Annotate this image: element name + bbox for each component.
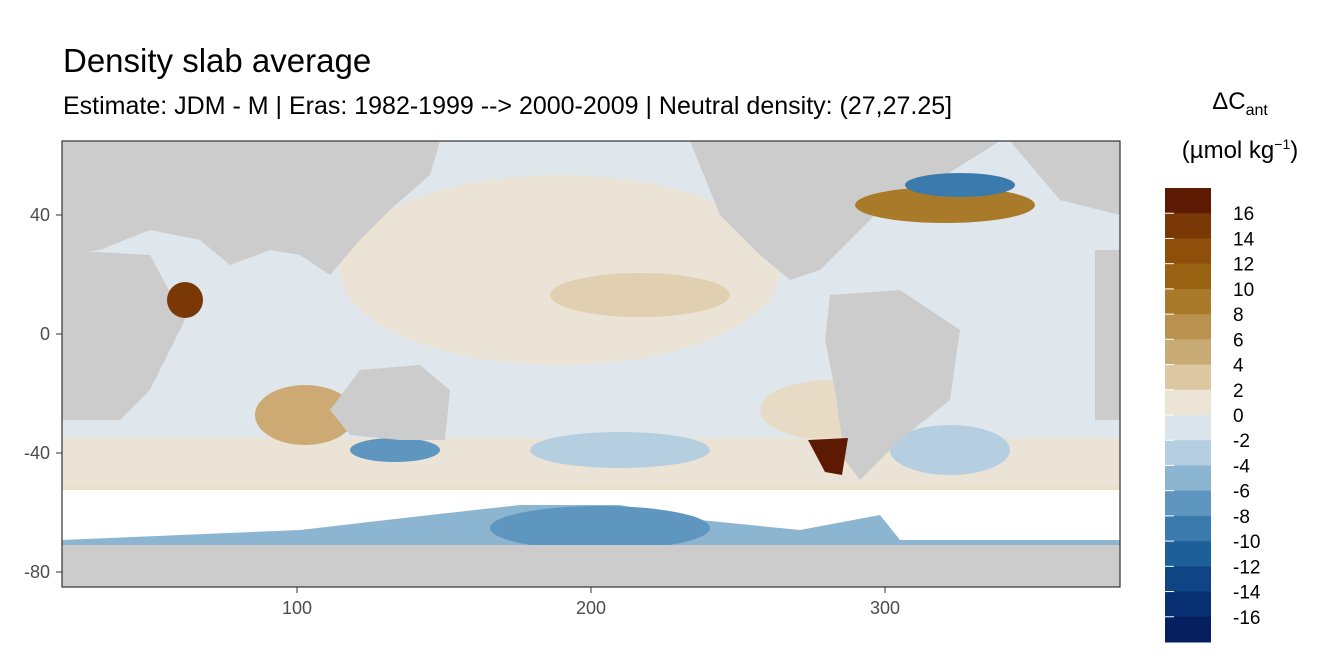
legend-swatch: [1165, 314, 1211, 340]
indian-ocean-anomaly: [255, 385, 355, 445]
legend-label: 12: [1233, 255, 1254, 276]
y-tick-label: 40: [30, 205, 50, 225]
land-masses: [62, 141, 1120, 587]
legend-title-line2: (µmol kg−1): [1181, 136, 1299, 164]
map-panel: [62, 141, 1120, 587]
north-pacific-positive: [340, 175, 780, 365]
atlantic-negative-band: [890, 425, 1010, 475]
legend-title-line1: ΔCant: [1212, 88, 1268, 119]
legend-swatch: [1165, 288, 1211, 315]
legend-swatch: [1165, 339, 1211, 366]
australia-south-negative: [350, 438, 440, 462]
x-axis: 100 200 300: [282, 587, 900, 618]
legend-colorbar: [1165, 188, 1211, 643]
land-antarctica: [62, 545, 1120, 587]
x-tick-label: 300: [870, 598, 900, 618]
legend-label: 14: [1233, 229, 1255, 250]
legend-swatch: [1165, 591, 1211, 618]
y-axis: 40 0 -40 -80: [24, 205, 62, 582]
chart-subtitle: Estimate: JDM - M | Eras: 1982-1999 --> …: [63, 92, 953, 120]
land-eurasia: [62, 141, 440, 275]
north-atlantic-anomaly: [855, 187, 1035, 223]
pacific-negative-band: [530, 432, 710, 468]
ross-sea-negative: [490, 506, 710, 550]
north-pacific-anomaly: [550, 273, 730, 317]
south-atlantic-anomaly: [808, 438, 848, 475]
legend-swatch: [1165, 415, 1211, 441]
legend-label: 4: [1233, 356, 1244, 377]
legend-label: 6: [1233, 330, 1244, 351]
legend-label: -10: [1233, 532, 1260, 553]
legend-label: -4: [1233, 456, 1250, 477]
land-australia: [330, 365, 450, 440]
y-tick-label: -40: [24, 443, 50, 463]
land-south-america: [825, 290, 960, 480]
legend-swatch: [1165, 490, 1211, 517]
legend-swatch: [1165, 188, 1211, 214]
legend-label: 0: [1233, 406, 1244, 427]
x-tick-label: 200: [576, 598, 606, 618]
legend-label: 10: [1233, 280, 1254, 301]
legend-label: 2: [1233, 381, 1244, 402]
chart-title: Density slab average: [63, 42, 372, 79]
legend-label: 8: [1233, 305, 1244, 326]
legend-label: 16: [1233, 204, 1254, 225]
legend-swatch: [1165, 364, 1211, 391]
legend-swatch: [1165, 238, 1211, 265]
legend-swatch: [1165, 263, 1211, 290]
legend-swatch: [1165, 515, 1211, 542]
legend-label: -8: [1233, 507, 1250, 528]
x-tick-label: 100: [282, 598, 312, 618]
y-tick-label: -80: [24, 562, 50, 582]
legend-labels: 16 14 12 10 8 6 4 2 0 -2 -4 -6 -8 -10 -12 -14 -16: [1233, 204, 1261, 629]
land-africa-east: [1095, 250, 1120, 420]
land-north-america: [690, 141, 1000, 280]
legend-swatch: [1165, 465, 1211, 492]
legend-swatch: [1165, 389, 1211, 416]
y-tick-label: 0: [40, 324, 50, 344]
legend-label: -12: [1233, 557, 1260, 578]
legend-swatch: [1165, 541, 1211, 567]
legend-swatch: [1165, 616, 1211, 643]
land-europe: [1010, 141, 1120, 215]
land-africa: [62, 250, 185, 420]
legend-swatch: [1165, 440, 1211, 466]
arabian-sea-anomaly: [167, 282, 203, 318]
legend-label: -16: [1233, 608, 1260, 629]
labrador-sea-negative: [905, 173, 1015, 197]
legend-swatch: [1165, 213, 1211, 239]
legend-swatch: [1165, 566, 1211, 593]
legend-label: -2: [1233, 431, 1250, 452]
legend-label: -6: [1233, 482, 1250, 503]
legend-label: -14: [1233, 583, 1261, 604]
